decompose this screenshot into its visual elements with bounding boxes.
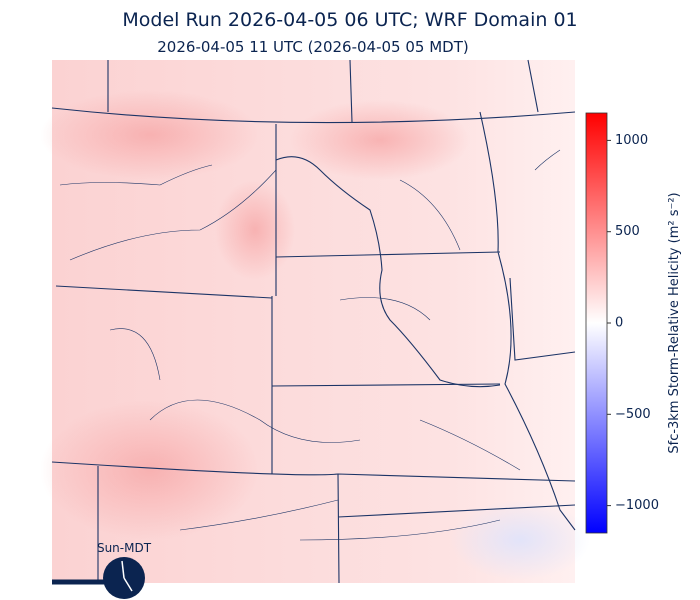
tick-label: 1000 [615, 133, 648, 148]
title: Model Run 2026-04-05 06 UTC; WRF Domain … [122, 9, 577, 31]
colorbar-scale [585, 112, 608, 534]
tick-label: 500 [615, 224, 640, 239]
tick-label: −500 [615, 407, 651, 422]
clock-label: Sun-MDT [97, 541, 152, 555]
colorbar: −1000 −500 0 500 1000 [585, 112, 659, 534]
tick-label: −1000 [615, 498, 659, 513]
map [40, 59, 590, 584]
tick-label: 0 [615, 316, 623, 331]
subtitle: 2026-04-05 11 UTC (2026-04-05 05 MDT) [157, 38, 468, 56]
clock: Sun-MDT [52, 541, 152, 599]
colorbar-label: Sfc-3km Storm-Relative Helicity (m² s⁻²) [667, 192, 682, 453]
